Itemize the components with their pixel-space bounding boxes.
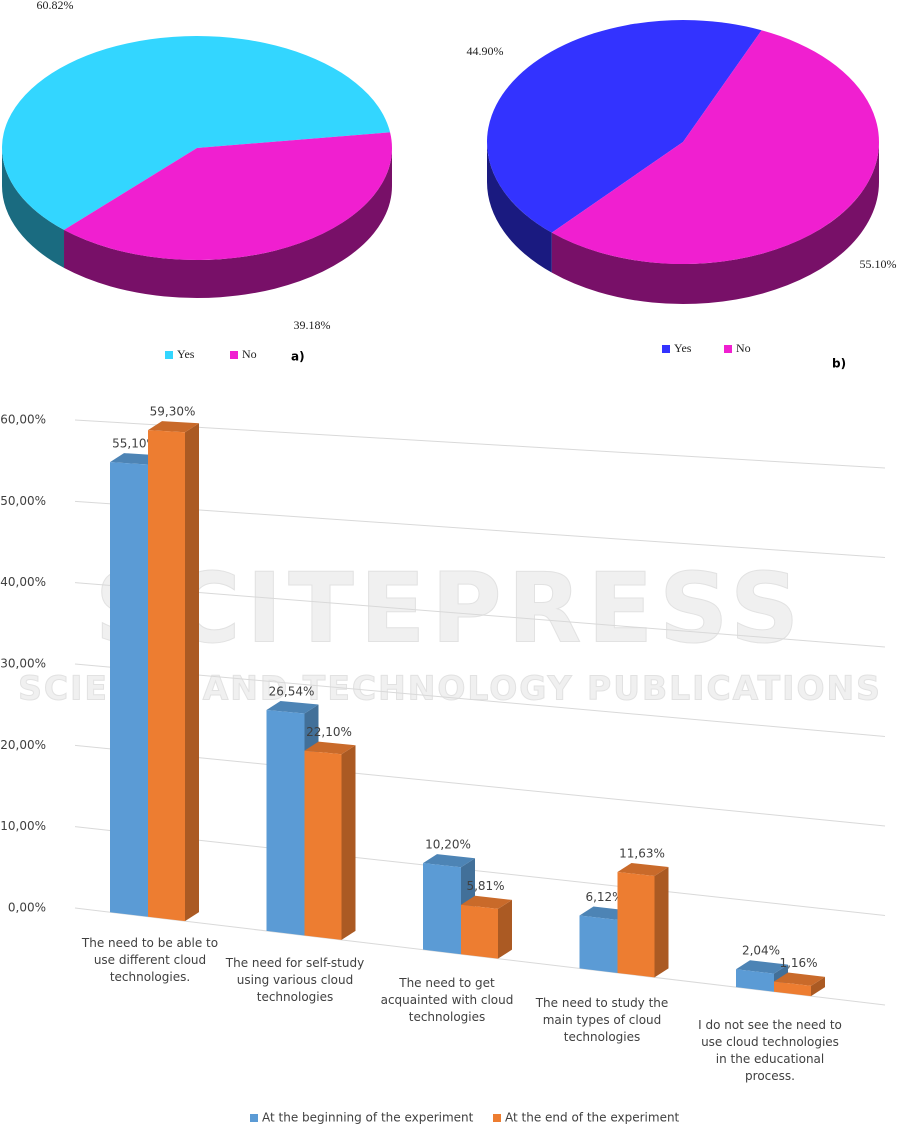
pie-slice bbox=[551, 30, 879, 265]
y-tick-label: 40,00% bbox=[0, 575, 46, 589]
bar bbox=[617, 872, 655, 978]
bar bbox=[736, 969, 774, 992]
grid-line bbox=[74, 500, 886, 558]
panel-label: a) bbox=[291, 350, 305, 364]
y-tick-label: 30,00% bbox=[0, 657, 46, 671]
y-tick-label: 50,00% bbox=[0, 494, 46, 508]
bar bbox=[304, 750, 342, 940]
value-label: 22,10% bbox=[306, 725, 352, 739]
bar-top bbox=[423, 854, 475, 868]
value-label: 59,30% bbox=[150, 405, 196, 419]
value-label: 2,04% bbox=[742, 944, 780, 958]
bar-top bbox=[304, 741, 356, 755]
y-tick-label: 10,00% bbox=[0, 819, 46, 833]
bar bbox=[423, 863, 461, 955]
value-label: 60.82% bbox=[37, 0, 74, 12]
bar bbox=[148, 430, 185, 922]
bar-side bbox=[498, 899, 512, 959]
bar bbox=[461, 904, 498, 959]
y-tick-label: 60,00% bbox=[0, 413, 46, 427]
grid-line bbox=[74, 744, 886, 827]
x-tick-label: The need for self-study using various cl… bbox=[225, 956, 365, 1004]
y-tick-label: 20,00% bbox=[0, 738, 46, 752]
y-tick-label: 0,00% bbox=[8, 901, 46, 915]
legend-label: Yes bbox=[177, 347, 195, 361]
pie-slice bbox=[64, 132, 393, 261]
value-label: 26,54% bbox=[269, 684, 315, 698]
legend-label: No bbox=[242, 347, 257, 361]
value-label: 39.18% bbox=[294, 318, 331, 332]
value-label: 6,12% bbox=[585, 890, 623, 904]
bar-side bbox=[654, 867, 669, 978]
bar-top bbox=[266, 700, 319, 714]
bar bbox=[110, 462, 148, 917]
grid-line bbox=[74, 826, 886, 916]
value-label: 11,63% bbox=[619, 847, 665, 861]
legend-label: No bbox=[736, 341, 751, 355]
legend-swatch bbox=[662, 345, 670, 353]
pie-slice bbox=[487, 19, 762, 233]
pie-side bbox=[551, 142, 879, 304]
legend-swatch bbox=[165, 351, 173, 359]
grid-line bbox=[74, 419, 886, 469]
value-label: 55.10% bbox=[860, 257, 897, 271]
bar-side bbox=[811, 976, 825, 997]
bar bbox=[266, 709, 305, 936]
bar-top bbox=[774, 972, 825, 986]
x-tick-label: The need to study the main types of clou… bbox=[535, 996, 669, 1044]
panel-label: b) bbox=[832, 357, 846, 371]
value-label: 55,10% bbox=[112, 437, 158, 451]
value-label: 44.90% bbox=[467, 44, 504, 58]
pie-slice bbox=[2, 36, 391, 230]
value-label: 10,20% bbox=[425, 838, 471, 852]
value-label: 1,16% bbox=[779, 956, 817, 970]
bar bbox=[774, 981, 811, 997]
value-label: 5,81% bbox=[466, 879, 504, 893]
bar bbox=[579, 915, 618, 973]
bar-side bbox=[341, 745, 356, 940]
legend-label: At the end of the experiment bbox=[505, 1111, 680, 1125]
bar-top bbox=[736, 960, 788, 974]
legend-label: At the beginning of the experiment bbox=[262, 1111, 474, 1125]
bar-top bbox=[148, 421, 199, 433]
legend-swatch bbox=[724, 345, 732, 353]
grid-line bbox=[74, 663, 886, 737]
x-tick-label: The need to get acquainted with cloud te… bbox=[380, 976, 514, 1024]
bar-side bbox=[185, 423, 199, 922]
pie-side bbox=[487, 142, 552, 273]
pie-side bbox=[2, 148, 65, 268]
bar-top bbox=[461, 895, 512, 909]
pie-side bbox=[64, 148, 393, 298]
x-tick-label: I do not see the need to use cloud techn… bbox=[698, 1018, 842, 1083]
legend-swatch bbox=[493, 1114, 501, 1122]
grid-line bbox=[74, 582, 886, 648]
watermark-title: SCITEPRESS bbox=[95, 552, 805, 664]
x-tick-label: The need to be able to use different clo… bbox=[81, 936, 219, 984]
legend-swatch bbox=[250, 1114, 258, 1122]
legend-swatch bbox=[230, 351, 238, 359]
bar-top bbox=[617, 863, 669, 877]
legend-label: Yes bbox=[674, 341, 692, 355]
